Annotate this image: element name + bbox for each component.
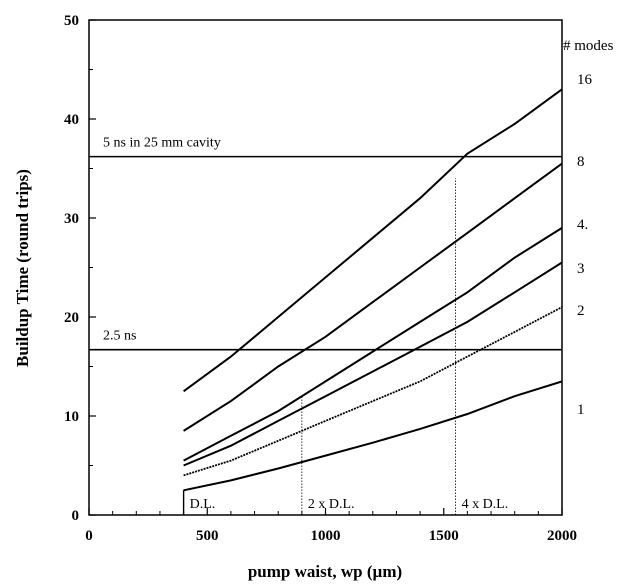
series-line <box>183 306 563 477</box>
x-tick-label: 500 <box>196 528 219 544</box>
x-tick-label: 1500 <box>429 528 459 544</box>
x-tick-label: 1000 <box>311 528 341 544</box>
series-line <box>183 227 563 462</box>
series-line <box>183 380 563 492</box>
series-mode-label: 1 <box>577 402 585 418</box>
y-axis-title: Buildup Time (round trips) <box>13 169 32 367</box>
series-mode-label: 3 <box>577 261 585 277</box>
y-axis-ticks: 0 10 20 30 40 50 <box>64 13 96 524</box>
limit-marker-label: 2 x D.L. <box>308 497 355 512</box>
reference-lines: 5 ns in 25 mm cavity 2.5 ns <box>89 136 562 351</box>
plot-frame <box>88 19 563 516</box>
series-line <box>183 261 563 467</box>
y-tick-label: 0 <box>72 508 80 524</box>
series-labels: 16 8 4. 3 2 1 <box>577 72 593 418</box>
x-axis-title: pump waist, wp (µm) <box>248 562 402 581</box>
diffraction-limit-markers: D.L. 2 x D.L. 4 x D.L. <box>182 178 509 515</box>
y-tick-label: 50 <box>64 13 79 29</box>
series-line <box>183 162 563 432</box>
y-tick-label: 20 <box>64 310 79 326</box>
series-lines <box>183 88 563 492</box>
limit-marker-label: 4 x D.L. <box>462 497 509 512</box>
y-tick-label: 10 <box>64 409 79 425</box>
reference-line-label: 2.5 ns <box>103 329 136 344</box>
series-mode-label: 16 <box>577 72 593 88</box>
reference-line-label: 5 ns in 25 mm cavity <box>103 136 221 151</box>
series-mode-label: 2 <box>577 303 585 319</box>
x-tick-label: 0 <box>85 528 93 544</box>
x-axis-ticks: 0 500 1000 1500 2000 <box>85 508 577 544</box>
x-tick-label: 2000 <box>547 528 577 544</box>
y-tick-label: 40 <box>64 112 79 128</box>
series-line <box>183 88 563 393</box>
legend-title: # modes <box>563 38 614 54</box>
series-mode-label: 8 <box>577 154 585 170</box>
limit-marker-label: D.L. <box>190 497 216 512</box>
y-tick-label: 30 <box>64 211 79 227</box>
series-mode-label: 4. <box>577 217 588 233</box>
